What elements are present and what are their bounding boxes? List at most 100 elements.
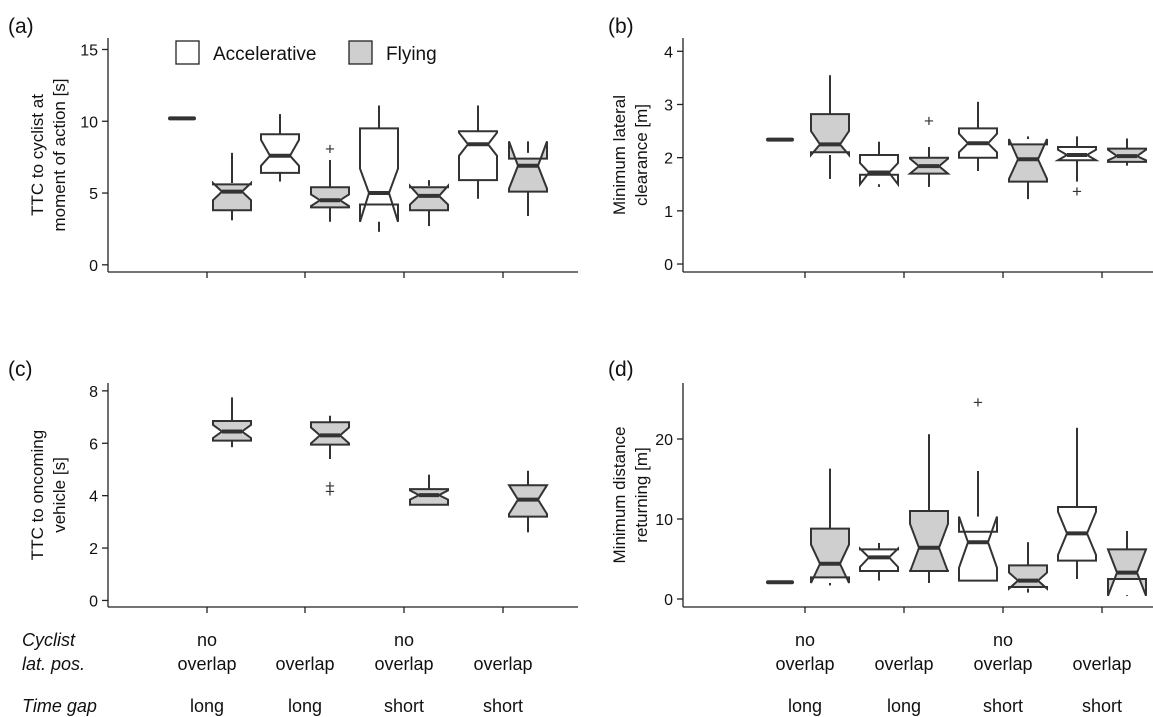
box-body (859, 154, 899, 188)
row-header-lat-pos-1: Cyclist (22, 630, 76, 650)
y-tick-label: 3 (664, 97, 673, 114)
box-flying-2: ++ (310, 415, 350, 501)
panel-letter-c: (c) (8, 358, 33, 381)
box-flying-1 (810, 468, 850, 586)
panel-letter-b: (b) (608, 15, 634, 38)
box-body (458, 130, 498, 182)
y-tick-label: 4 (89, 489, 98, 506)
box-flying-2: + (907, 111, 951, 187)
box-flying-4 (507, 470, 549, 533)
category-lat-pos-label: overlap (874, 654, 933, 674)
box-accelerative-3 (359, 105, 399, 232)
panel-c: (c) 0 2 4 6 8 TTC to oncoming vehicle [s] ++ (8, 358, 578, 613)
y-axis-title: TTC to cyclist at moment of action [s] (28, 78, 69, 231)
category-lat-pos-label: overlap (374, 654, 433, 674)
box-flying-3 (1008, 542, 1048, 593)
category-time-gap-label: short (384, 696, 424, 716)
category-time-gap-label: long (887, 696, 921, 716)
y-tick-label: 20 (655, 432, 673, 449)
box-accelerative-2 (260, 114, 300, 182)
category-lat-pos-label: no (993, 630, 1013, 650)
category-time-gap-label: long (788, 696, 822, 716)
box-flying-2 (909, 434, 949, 583)
y-tick-label: 0 (664, 257, 673, 274)
panel-letter-d: (d) (608, 358, 634, 381)
box-flying-3 (1008, 136, 1048, 200)
category-time-gap-label: short (483, 696, 523, 716)
y-axis-title-line: moment of action [s] (50, 78, 69, 231)
y-tick-label: 10 (80, 114, 98, 131)
panel-b: (b) 0 1 2 3 4 Minimum lateral clearance [m] + + (608, 15, 1153, 278)
category-lat-pos-label: no (394, 630, 414, 650)
box-body (260, 133, 300, 174)
y-tick-label: 6 (89, 436, 98, 453)
box-flying-1 (212, 152, 252, 221)
box-body (359, 127, 399, 223)
box-accelerative-4 (1057, 427, 1097, 579)
category-lat-pos-label: overlap (275, 654, 334, 674)
legend-label-flying: Flying (386, 44, 437, 65)
y-axis-title-line: TTC to cyclist at (28, 94, 47, 216)
box-body (810, 527, 850, 584)
category-time-gap-label: long (288, 696, 322, 716)
box-body (810, 113, 850, 158)
category-lat-pos-label: overlap (177, 654, 236, 674)
outlier-marker: + (924, 111, 934, 130)
box-accelerative-2 (859, 543, 899, 581)
category-time-gap-label: short (1082, 696, 1122, 716)
category-lat-pos-label: no (795, 630, 815, 650)
y-axis-title-line: Minimum lateral (610, 95, 629, 215)
box-accelerative-2 (859, 141, 899, 188)
category-time-gap-label: short (983, 696, 1023, 716)
box-accelerative-4: + (1054, 136, 1100, 201)
box-flying-1 (810, 75, 850, 179)
category-time-gap-label: long (190, 696, 224, 716)
y-tick-label: 2 (664, 151, 673, 168)
y-axis-title: Minimum lateral clearance [m] (610, 95, 651, 215)
category-lat-pos-label: overlap (775, 654, 834, 674)
y-tick-label: 15 (80, 42, 98, 59)
row-headers: Cyclist lat. pos. Time gap (22, 630, 97, 716)
box-flying-2: + (310, 140, 350, 222)
y-tick-label: 5 (89, 186, 98, 203)
outlier-marker: + (1072, 182, 1082, 201)
legend: Accelerative Flying (175, 40, 437, 65)
box-body (409, 183, 449, 212)
box-body (1008, 564, 1048, 591)
box-flying-1 (212, 397, 252, 448)
box-body (909, 510, 949, 573)
box-accelerative-3: + (958, 393, 998, 582)
box-flying-3 (409, 180, 449, 227)
y-tick-label: 8 (89, 384, 98, 401)
box-flying-4 (508, 141, 548, 217)
box-flying-4 (1106, 531, 1148, 597)
panel-letter-a: (a) (8, 15, 34, 38)
box-body (212, 180, 252, 212)
category-lat-pos-label: overlap (473, 654, 532, 674)
outlier-marker: + (973, 393, 983, 412)
outlier-marker: + (325, 482, 335, 501)
y-tick-label: 1 (664, 204, 673, 221)
legend-swatch-flying (348, 40, 373, 65)
category-lat-pos-label: no (197, 630, 217, 650)
y-tick-label: 4 (664, 44, 673, 61)
box-flying-3 (409, 474, 449, 506)
y-tick-label: 0 (89, 593, 98, 610)
box-accelerative-3 (958, 101, 998, 171)
box-accelerative-4 (458, 105, 498, 199)
row-header-time-gap: Time gap (22, 696, 97, 716)
y-axis-title-line: returning [m] (632, 447, 651, 542)
outlier-marker: + (325, 477, 335, 496)
category-lat-pos-label: overlap (1072, 654, 1131, 674)
y-axis-title-line: clearance [m] (632, 104, 651, 206)
legend-label-accelerative: Accelerative (213, 44, 317, 65)
y-tick-label: 0 (89, 258, 98, 275)
box-flying-4 (1107, 138, 1147, 166)
box-body (859, 546, 899, 572)
y-tick-label: 2 (89, 541, 98, 558)
y-axis-title-line: Minimum distance (610, 427, 629, 564)
box-body (310, 186, 350, 209)
legend-swatch-accelerative (175, 40, 200, 65)
